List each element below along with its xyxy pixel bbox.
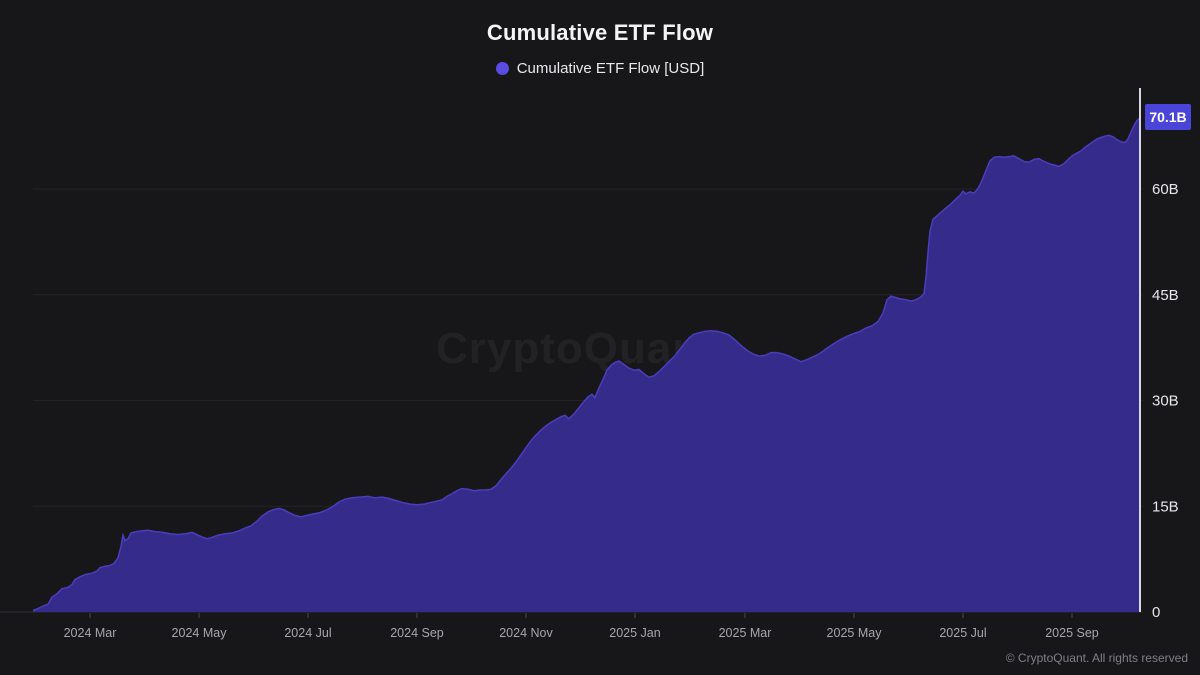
legend[interactable]: Cumulative ETF Flow [USD] (0, 58, 1200, 78)
series-line (32, 117, 1142, 612)
x-axis-label: 2024 Nov (499, 626, 553, 640)
copyright-text: © CryptoQuant. All rights reserved (1005, 651, 1188, 665)
x-axis-label: 2025 Jul (939, 626, 986, 640)
x-axis-label: 2025 Mar (719, 626, 772, 640)
y-axis-label: 15B (1152, 498, 1179, 515)
x-axis-label: 2025 May (827, 626, 883, 640)
last-value-badge: 70.1B (1145, 104, 1191, 130)
chart-title: Cumulative ETF Flow (486, 20, 714, 45)
x-axis-label: 2024 May (172, 626, 228, 640)
legend-series-dot-icon (495, 61, 509, 75)
x-axis-label: 2024 Jul (284, 626, 331, 640)
x-axis-label: 2025 Jan (609, 626, 660, 640)
y-axis-label: 45B (1152, 287, 1179, 304)
y-axis-label: 0 (1152, 604, 1160, 621)
x-axis-label: 2024 Mar (64, 626, 117, 640)
y-axis-label: 30B (1152, 393, 1179, 410)
y-axis-label: 60B (1152, 181, 1179, 198)
legend-series-label: Cumulative ETF Flow [USD] (516, 59, 705, 77)
x-axis-label: 2024 Sep (390, 626, 444, 640)
x-axis-label: 2025 Sep (1045, 626, 1099, 640)
area-series (33, 117, 1141, 613)
cursor-line (1139, 88, 1141, 612)
